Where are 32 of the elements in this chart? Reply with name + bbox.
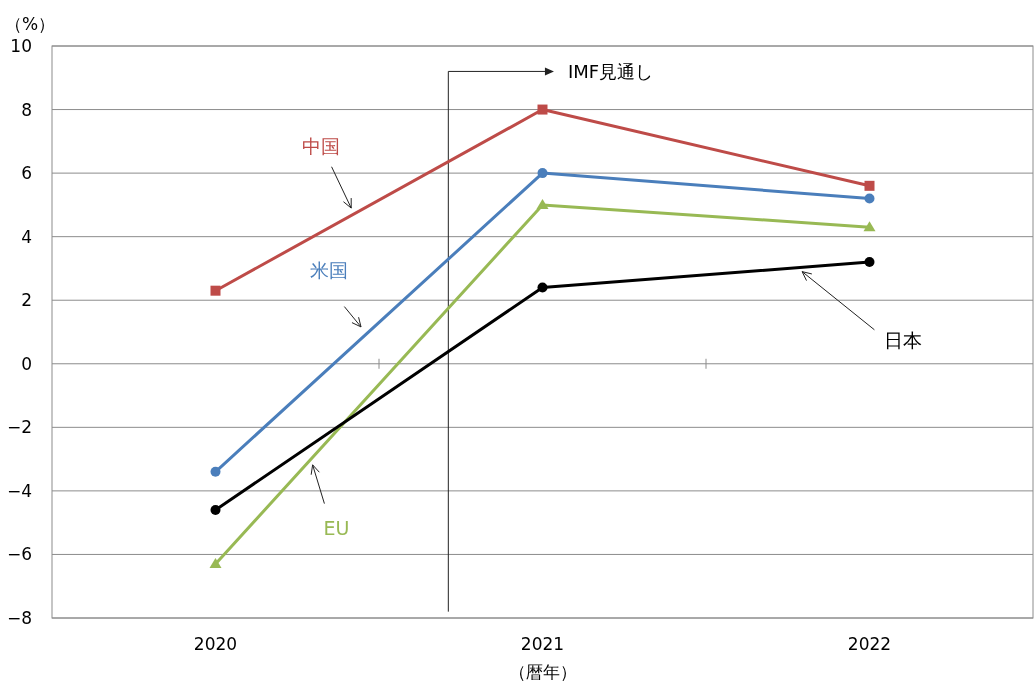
text: 日本 <box>884 328 923 351</box>
point <box>210 466 221 477</box>
text: 中国 <box>302 134 341 157</box>
x-tick-label: 2021 <box>520 634 565 654</box>
y-tick-label: −2 <box>6 417 32 438</box>
annotation: IMF見通し <box>567 61 654 83</box>
x-tick-label: 2020 <box>193 634 238 654</box>
point <box>863 221 876 232</box>
point <box>537 282 548 293</box>
point <box>537 104 548 115</box>
point <box>210 504 221 515</box>
y-tick-label: −8 <box>6 608 32 628</box>
point <box>864 180 875 191</box>
y-tick-label: 2 <box>21 290 32 311</box>
y-tick-label: 10 <box>10 36 32 56</box>
y-axis-title: （%） <box>4 14 56 34</box>
x-tick-label: 2022 <box>847 634 892 654</box>
y-tick-label: 0 <box>21 353 32 374</box>
y-tick-label: 4 <box>21 226 32 247</box>
point <box>209 557 222 568</box>
y-tick-label: −6 <box>6 544 32 565</box>
y-tick-label: −4 <box>6 480 32 501</box>
point <box>864 193 875 204</box>
y-tick-label: 6 <box>21 163 32 184</box>
y-tick-label: 8 <box>21 99 32 120</box>
point <box>210 285 221 296</box>
point <box>536 198 549 209</box>
text: EU <box>323 516 350 539</box>
point <box>864 257 875 268</box>
x-axis-title: （暦年） <box>508 662 577 682</box>
point <box>537 168 548 179</box>
text: 米国 <box>310 258 349 281</box>
